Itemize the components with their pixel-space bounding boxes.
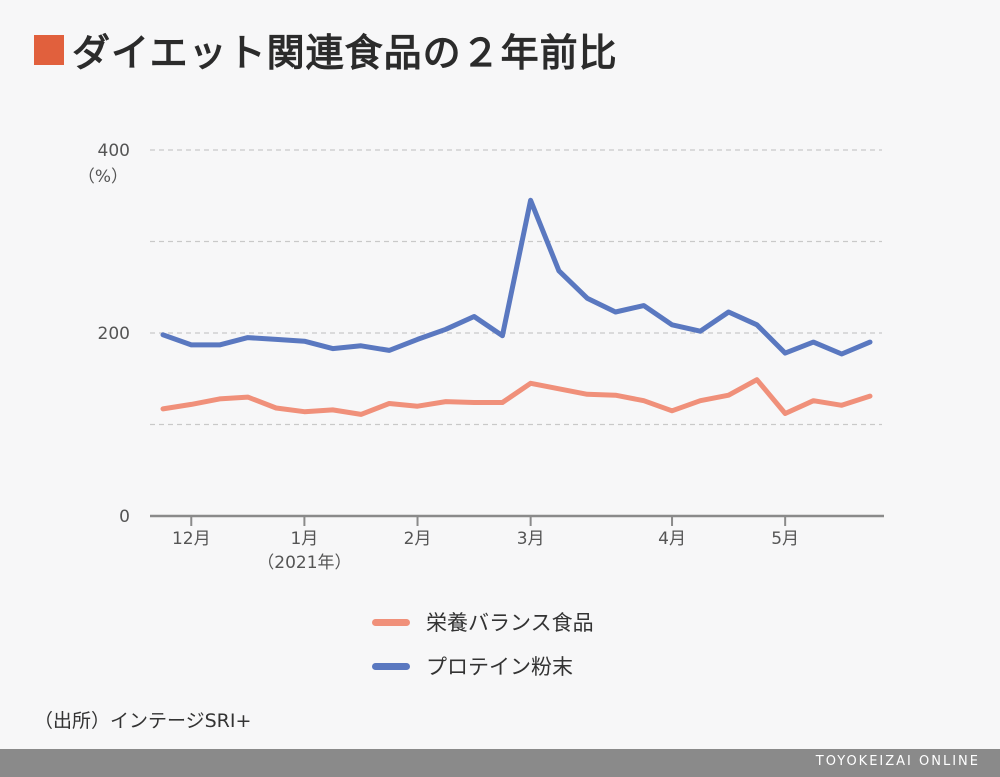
y-tick-label: 0	[119, 507, 130, 527]
chart-title-text: ダイエット関連食品の２年前比	[72, 31, 618, 75]
x-tick-label: 5月	[771, 529, 799, 549]
chart-legend: 栄養バランス食品 プロテイン粉末	[372, 600, 594, 688]
series-line-protein	[160, 197, 873, 357]
footer-bar: TOYOKEIZAI ONLINE	[0, 749, 1000, 777]
legend-swatch-protein	[372, 662, 410, 670]
legend-label-nutrition: 栄養バランス食品	[426, 611, 594, 635]
footer-brand: TOYOKEIZAI ONLINE	[815, 754, 980, 769]
y-unit-label: （%）	[78, 167, 128, 187]
title-square-icon	[34, 34, 64, 65]
series-line-nutrition	[160, 377, 873, 417]
source-note: （出所）インテージSRI+	[34, 710, 252, 732]
x-tick-label: 1月	[290, 529, 318, 549]
x-tick-label: 4月	[658, 529, 686, 549]
x-tick-label: 12月	[172, 529, 211, 549]
legend-label-protein: プロテイン粉末	[426, 655, 573, 679]
y-tick-label: 400	[98, 141, 130, 161]
x-tick-sublabel: （2021年）	[257, 553, 351, 573]
chart-title: ダイエット関連食品の２年前比	[34, 22, 618, 77]
x-tick-label: 3月	[517, 529, 545, 549]
y-tick-label: 200	[98, 324, 130, 344]
legend-item-nutrition: 栄養バランス食品	[372, 600, 594, 644]
legend-item-protein: プロテイン粉末	[372, 644, 594, 688]
x-tick-label: 2月	[404, 529, 432, 549]
legend-swatch-nutrition	[372, 618, 410, 626]
line-chart: 400 200 0 （%） 12月 1月 （2021年） 2月 3月 4月 5月	[78, 141, 884, 573]
